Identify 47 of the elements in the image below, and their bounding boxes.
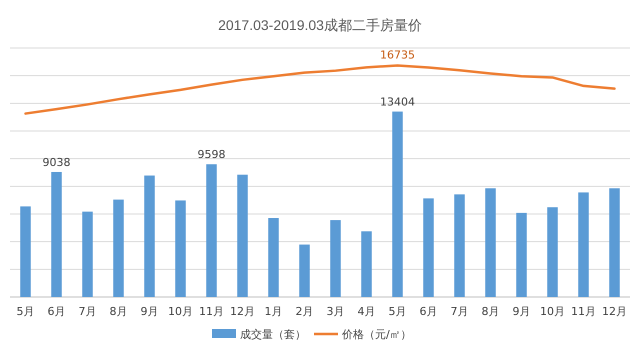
x-tick-label: 9月	[140, 305, 158, 318]
bar	[578, 192, 589, 297]
bar	[330, 220, 341, 297]
bar	[516, 212, 527, 297]
legend-label: 成交量（套）	[240, 328, 306, 341]
bar	[299, 244, 310, 297]
x-tick-label: 10月	[540, 305, 565, 318]
bar	[144, 176, 155, 297]
bar	[175, 200, 186, 297]
chart-title: 2017.03-2019.03成都二手房量价	[218, 17, 422, 33]
x-tick-label: 2月	[296, 305, 314, 318]
bar	[361, 231, 372, 297]
bar	[454, 194, 465, 297]
x-tick-label: 6月	[48, 305, 66, 318]
bar	[392, 112, 403, 297]
x-tick-label: 7月	[78, 305, 96, 318]
data-label: 13404	[380, 96, 415, 109]
x-tick-label: 11月	[571, 305, 596, 318]
x-tick-label: 3月	[326, 305, 344, 318]
data-label: 16735	[380, 48, 415, 62]
bar	[113, 200, 124, 297]
x-tick-label: 4月	[358, 305, 376, 318]
x-tick-label: 12月	[602, 305, 627, 318]
x-tick-label: 9月	[512, 305, 530, 318]
x-tick-label: 1月	[264, 305, 282, 318]
bar	[20, 206, 31, 297]
bar	[268, 218, 279, 297]
data-label: 9598	[198, 148, 226, 162]
bar	[485, 188, 496, 297]
bar	[237, 174, 248, 297]
bar	[51, 172, 62, 297]
bar	[547, 207, 558, 297]
bar	[609, 188, 620, 297]
x-tick-label: 10月	[168, 305, 193, 318]
x-tick-label: 12月	[230, 305, 255, 318]
x-tick-label: 8月	[482, 305, 500, 318]
x-tick-label: 7月	[450, 305, 468, 318]
bar	[82, 212, 93, 297]
x-tick-label: 6月	[420, 305, 438, 318]
x-tick-label: 11月	[199, 305, 224, 318]
x-tick-label: 8月	[110, 305, 128, 318]
legend-label: 价格（元/㎡）	[341, 328, 412, 341]
bar	[206, 164, 217, 297]
x-tick-label: 5月	[388, 305, 406, 318]
bar	[423, 198, 434, 297]
data-label: 9038	[42, 156, 70, 169]
x-tick-label: 5月	[16, 305, 34, 318]
